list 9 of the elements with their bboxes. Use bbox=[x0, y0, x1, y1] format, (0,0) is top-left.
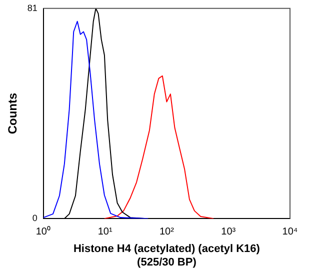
x-tick-label: 10⁴ bbox=[282, 226, 298, 238]
y-tick-label: 0 bbox=[32, 213, 38, 224]
x-axis-title: Histone H4 (acetylated) (acetyl K16) (525/30 BP) bbox=[73, 243, 260, 268]
x-tick-label: 10³ bbox=[221, 226, 236, 238]
y-tick-label: 81 bbox=[27, 2, 38, 13]
x-tick-label: 10¹ bbox=[98, 226, 113, 238]
x-tick-label: 10² bbox=[159, 226, 175, 238]
y-axis-title: Counts bbox=[6, 92, 20, 134]
x-tick-label: 10⁰ bbox=[36, 225, 51, 238]
